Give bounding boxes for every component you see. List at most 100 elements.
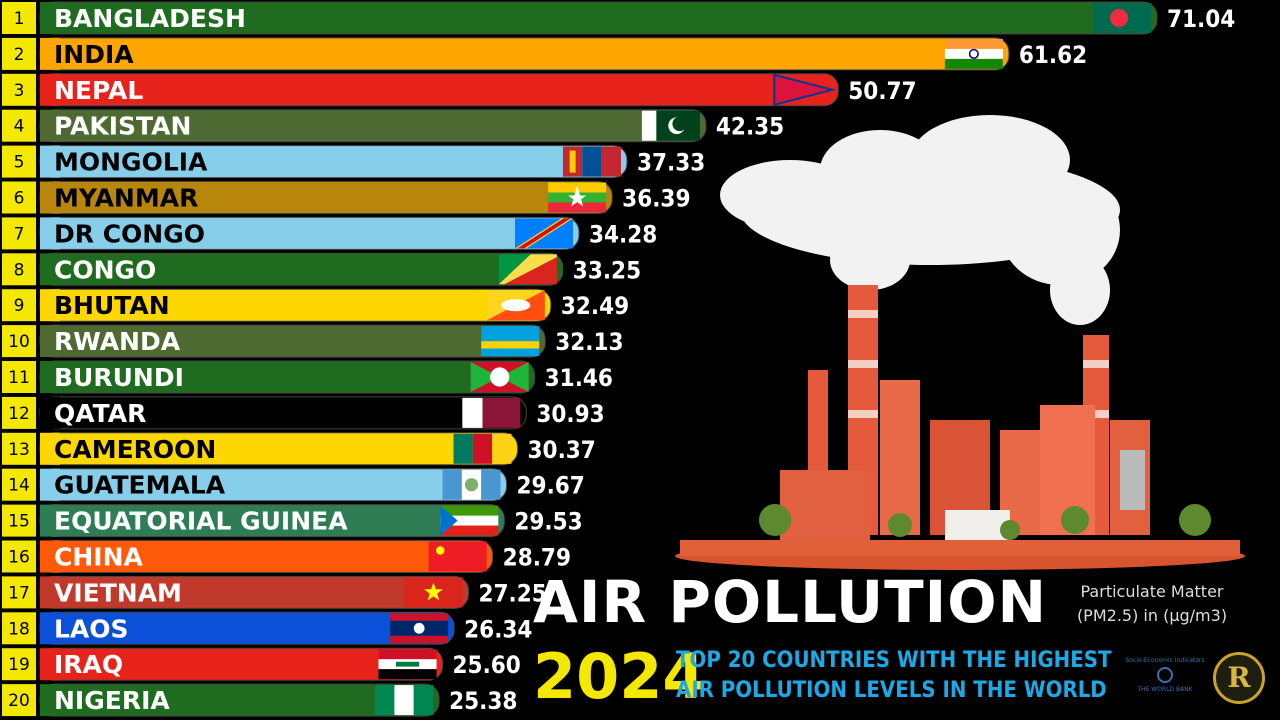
rank-box xyxy=(2,684,36,717)
rank-number: 19 xyxy=(8,655,30,675)
country-label: GUATEMALA xyxy=(54,471,226,500)
country-label: BANGLADESH xyxy=(54,4,246,33)
rank-box xyxy=(2,109,36,142)
rank-box xyxy=(2,37,36,70)
iraq-flag-icon xyxy=(378,649,437,680)
country-label: CAMEROON xyxy=(54,435,216,464)
bar xyxy=(39,73,839,107)
bar-row-myanmar: 6 MYANMAR 36.39 xyxy=(2,181,690,214)
rank-box xyxy=(2,576,36,609)
rank-box xyxy=(2,504,36,537)
bar-square-end xyxy=(40,145,60,178)
rank-number: 10 xyxy=(8,332,30,352)
rank-box xyxy=(2,253,36,286)
chart-title: AIR POLLUTION xyxy=(533,568,1048,636)
bar xyxy=(39,37,1010,71)
mongolia-flag-icon xyxy=(562,146,621,177)
chart-subtitle: TOP 20 COUNTRIES WITH THE HIGHEST AIR PO… xyxy=(676,646,1116,706)
china-flag-icon xyxy=(428,541,487,572)
country-label: BHUTAN xyxy=(54,291,170,320)
india-flag-icon xyxy=(944,38,1003,69)
guatemala-flag-icon xyxy=(442,469,501,500)
rank-box xyxy=(2,73,36,106)
bar-row-vietnam: 17 VIETNAM 27.25 xyxy=(2,575,547,609)
rank-number: 18 xyxy=(8,619,30,639)
country-label: CONGO xyxy=(54,255,156,284)
rank-box xyxy=(2,468,36,501)
bar-square-end xyxy=(40,468,60,501)
country-label: QATAR xyxy=(54,399,146,428)
rank-number: 6 xyxy=(14,189,25,209)
rank-number: 2 xyxy=(14,45,25,65)
rank-number: 7 xyxy=(14,224,25,244)
value-label: 33.25 xyxy=(573,256,641,284)
rwanda-flag-icon xyxy=(481,326,540,357)
bar-square-end xyxy=(40,684,60,717)
value-label: 37.33 xyxy=(637,149,705,177)
laos-flag-icon xyxy=(390,613,449,644)
value-label: 25.60 xyxy=(453,651,521,679)
country-label: NIGERIA xyxy=(54,686,170,715)
bar-square-end xyxy=(40,2,60,34)
value-label: 32.13 xyxy=(555,328,623,356)
rank-number: 20 xyxy=(8,691,30,711)
rank-box xyxy=(2,217,36,250)
country-label: DR CONGO xyxy=(54,219,205,248)
nigeria-flag-icon xyxy=(375,685,434,716)
rank-number: 15 xyxy=(8,512,30,532)
country-label: INDIA xyxy=(54,40,134,69)
value-label: 26.34 xyxy=(464,615,532,643)
bar-row-mongolia: 5 MONGOLIA 37.33 xyxy=(2,145,705,179)
burundi-flag-icon xyxy=(470,362,529,392)
value-label: 28.79 xyxy=(503,544,571,572)
rank-number: 14 xyxy=(8,476,30,496)
qatar-flag-icon xyxy=(462,397,521,428)
unit-line-1: Particulate Matter xyxy=(1080,582,1224,601)
myanmar-flag-icon xyxy=(548,182,607,213)
value-label: 61.62 xyxy=(1019,41,1087,69)
channel-logo-monogram: R xyxy=(1227,661,1251,694)
value-label: 42.35 xyxy=(716,113,784,141)
rank-number: 1 xyxy=(14,9,25,29)
bar-square-end xyxy=(40,181,60,214)
country-label: RWANDA xyxy=(54,327,181,356)
subtitle-line-1: TOP 20 COUNTRIES WITH THE HIGHEST xyxy=(676,648,1112,673)
factory-smoke-illustration xyxy=(675,115,1245,570)
globe-icon xyxy=(1157,667,1173,683)
bar-row-iraq: 19 IRAQ 25.60 xyxy=(2,647,521,681)
bar-square-end xyxy=(40,361,60,393)
bar-row-dr-congo: 7 DR CONGO 34.28 xyxy=(2,216,657,250)
rank-number: 4 xyxy=(14,117,25,137)
bar-square-end xyxy=(40,217,60,250)
bar-row-burundi: 11 BURUNDI 31.46 xyxy=(2,360,613,394)
rank-box xyxy=(2,325,36,358)
equatorial-guinea-flag-icon xyxy=(440,505,499,536)
value-label: 29.67 xyxy=(517,472,585,500)
nepal-flag-icon xyxy=(773,73,837,107)
value-label: 36.39 xyxy=(622,185,690,213)
congo-flag-icon xyxy=(498,254,557,285)
bar-square-end xyxy=(40,73,60,106)
country-label: MONGOLIA xyxy=(54,148,208,177)
rank-number: 11 xyxy=(8,368,30,388)
bar-square-end xyxy=(40,289,60,322)
rank-number: 13 xyxy=(8,440,30,460)
channel-logo: R xyxy=(1213,652,1265,704)
bar-row-pakistan: 4 PAKISTAN 42.35 xyxy=(2,109,784,143)
country-label: VIETNAM xyxy=(54,578,182,607)
unit-line-2: (PM2.5) in (μg/m3) xyxy=(1076,606,1228,625)
bar-square-end xyxy=(40,540,60,573)
world-bank-logo: Socio-Economic Indicators THE WORLD BANK xyxy=(1125,655,1205,710)
pakistan-flag-icon xyxy=(641,110,700,141)
bar-row-equatorial-guinea: 15 EQUATORIAL GUINEA 29.53 xyxy=(2,504,583,538)
rank-number: 12 xyxy=(8,404,30,424)
value-label: 50.77 xyxy=(848,77,916,105)
country-label: NEPAL xyxy=(54,76,143,105)
country-label: IRAQ xyxy=(54,650,123,679)
rank-number: 3 xyxy=(14,81,25,101)
value-label: 29.53 xyxy=(514,508,582,536)
bar-row-bhutan: 9 BHUTAN 32.49 xyxy=(2,288,629,322)
bar-square-end xyxy=(40,253,60,286)
bangladesh-flag-icon xyxy=(1093,3,1151,33)
